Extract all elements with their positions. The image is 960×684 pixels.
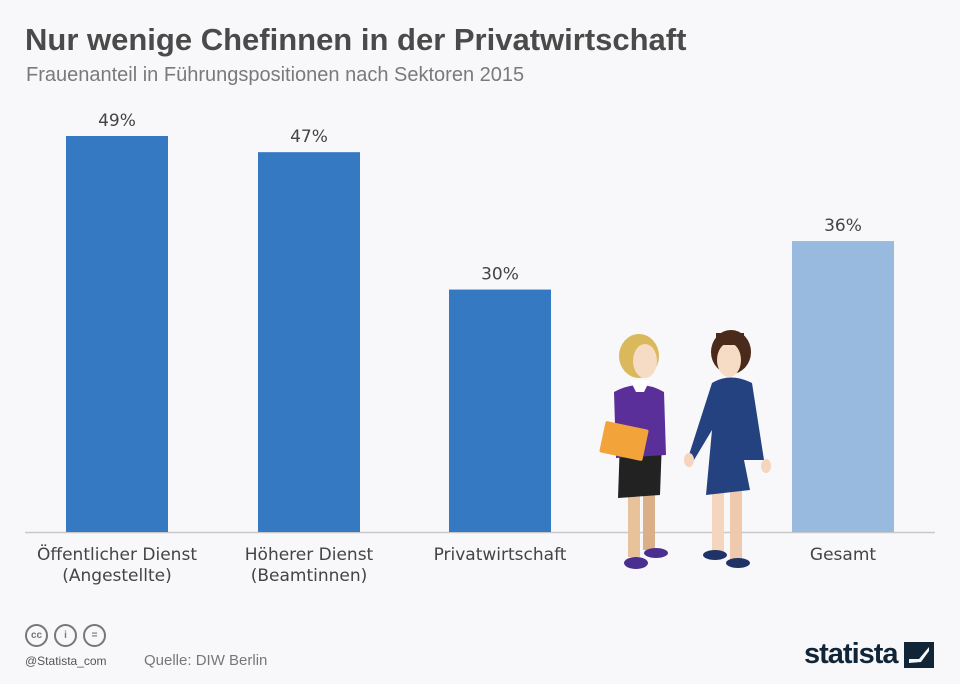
chart-subtitle: Frauenanteil in Führungspositionen nach … xyxy=(26,64,525,86)
bar xyxy=(258,152,360,532)
statista-logo[interactable]: statista xyxy=(804,638,934,671)
women-illustration xyxy=(599,330,771,569)
bar xyxy=(66,136,168,532)
license-icons: cc i = xyxy=(25,624,106,647)
bar xyxy=(792,241,894,532)
logo-text: statista xyxy=(804,638,899,670)
category-label: Privatwirtschaft xyxy=(434,545,567,565)
category-label: Gesamt xyxy=(810,545,876,565)
twitter-handle: @Statista_com xyxy=(25,654,107,668)
cc-icon: cc xyxy=(25,624,48,647)
by-icon: i xyxy=(54,624,77,647)
data-label: 49% xyxy=(98,111,136,131)
category-label: Höherer Dienst xyxy=(245,545,374,565)
statista-logo-icon xyxy=(903,641,934,668)
nd-icon: = xyxy=(83,624,106,647)
bar-chart: 49% Öffentlicher Dienst(Angestellte) 47% Hö… xyxy=(25,111,935,586)
chart-title: Nur wenige Chefinnen in der Privatwirtsc… xyxy=(25,22,687,57)
source: Quelle: DIW Berlin xyxy=(144,652,268,669)
data-label: 30% xyxy=(481,265,519,285)
category-label: (Angestellte) xyxy=(62,566,171,586)
data-label: 36% xyxy=(824,216,862,236)
category-label: Öffentlicher Dienst xyxy=(37,543,197,565)
bar xyxy=(449,289,551,532)
category-label: (Beamtinnen) xyxy=(251,566,368,586)
data-label: 47% xyxy=(290,127,328,147)
